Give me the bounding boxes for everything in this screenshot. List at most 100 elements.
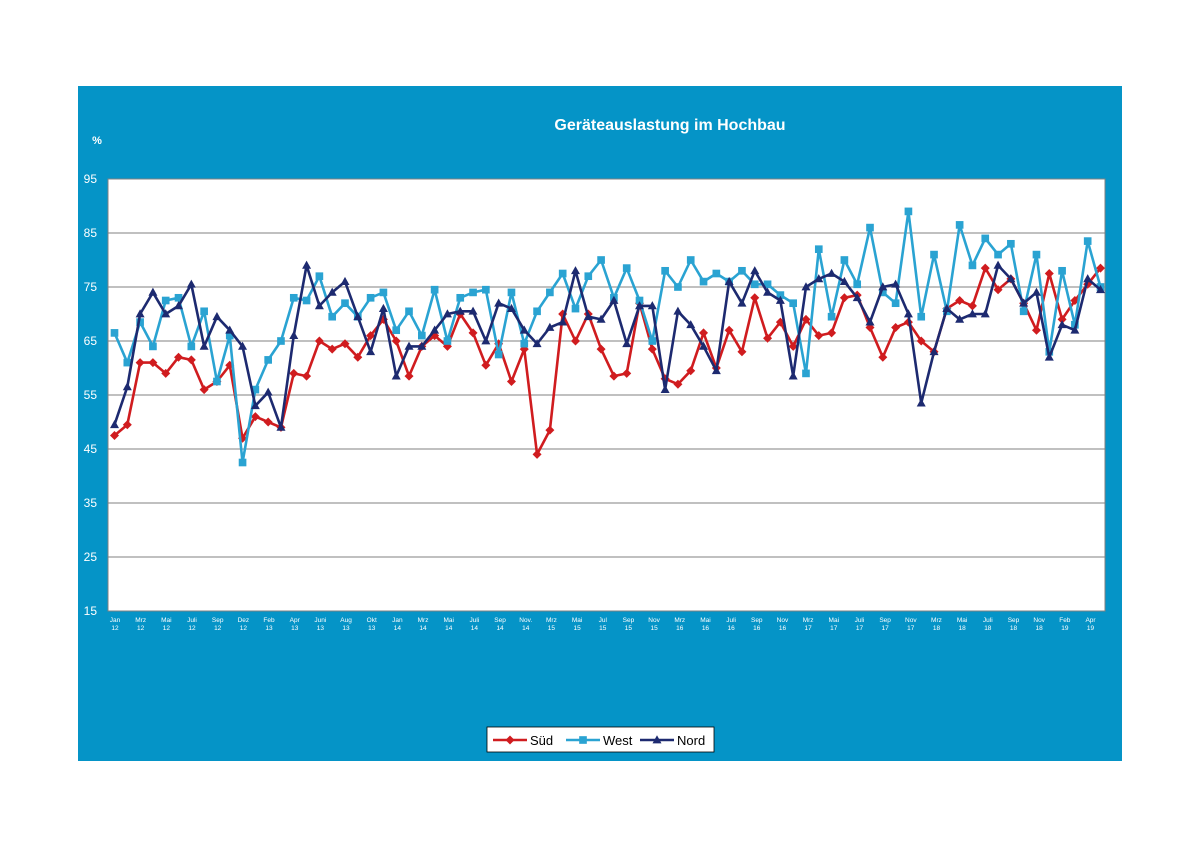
- data-point-west: [750, 280, 759, 289]
- data-point-nord: [110, 419, 119, 429]
- data-point-nord: [711, 365, 721, 375]
- data-point-nord: [609, 295, 619, 304]
- data-point-west: [341, 299, 349, 308]
- x-tick-label: Mrz 18: [931, 617, 942, 632]
- data-point-west: [161, 296, 170, 305]
- data-point-s-d: [340, 339, 350, 349]
- x-tick-label: Nov 17: [905, 617, 917, 632]
- data-point-nord: [647, 301, 657, 310]
- data-point-west: [392, 326, 401, 335]
- data-point-west: [136, 318, 144, 326]
- legend-label-nord: Nord: [677, 733, 705, 748]
- data-point-nord: [263, 387, 273, 396]
- data-point-nord: [135, 309, 145, 318]
- data-point-west: [289, 293, 298, 302]
- data-point-nord: [903, 309, 913, 318]
- data-point-s-d: [289, 368, 299, 378]
- x-tick-label: Juli 16: [726, 617, 736, 632]
- x-tick-label: Sep 15: [623, 617, 635, 632]
- data-point-west: [379, 288, 388, 297]
- data-point-nord: [929, 347, 939, 356]
- x-tick-label: Mai 16: [700, 617, 710, 632]
- x-tick-label: Mai 17: [829, 617, 839, 632]
- data-point-nord: [1057, 320, 1067, 329]
- data-point-s-d: [891, 323, 901, 332]
- x-tick-label: Mrz 12: [135, 617, 146, 632]
- data-point-west: [622, 264, 631, 272]
- x-tick-label: Sep 17: [879, 617, 891, 632]
- data-point-s-d: [135, 358, 145, 368]
- data-point-nord: [250, 401, 260, 410]
- y-tick-label: 95: [84, 172, 98, 186]
- data-point-west: [891, 299, 900, 308]
- data-point-nord: [814, 274, 824, 283]
- data-point-nord: [1070, 325, 1080, 334]
- x-tick-label: Mrz 16: [674, 617, 685, 632]
- data-point-nord: [852, 293, 862, 302]
- data-point-nord: [378, 303, 388, 312]
- data-point-s-d: [532, 449, 542, 459]
- data-point-west: [187, 342, 196, 351]
- data-point-s-d: [186, 355, 196, 365]
- data-point-s-d: [763, 333, 773, 343]
- data-point-west: [405, 307, 413, 316]
- series-nord: [110, 260, 1105, 431]
- data-point-s-d: [686, 366, 696, 376]
- x-tick-label: Nov 15: [648, 617, 660, 632]
- data-point-s-d: [250, 412, 260, 422]
- data-point-nord: [494, 298, 504, 307]
- data-point-west: [469, 288, 477, 297]
- data-point-nord: [327, 287, 337, 296]
- data-point-nord: [506, 303, 516, 312]
- data-point-west: [315, 272, 324, 281]
- x-tick-label: Mrz 14: [418, 617, 429, 632]
- data-point-s-d: [353, 352, 363, 362]
- data-point-west: [1032, 250, 1041, 259]
- data-point-nord: [558, 317, 568, 326]
- data-point-s-d: [839, 293, 849, 303]
- data-point-west: [584, 272, 593, 281]
- data-point-nord: [827, 268, 837, 277]
- data-point-nord: [750, 266, 760, 275]
- data-point-s-d: [366, 331, 376, 341]
- data-point-west: [827, 312, 836, 321]
- data-point-s-d: [967, 301, 977, 311]
- data-point-s-d: [609, 371, 619, 381]
- data-point-s-d: [327, 344, 337, 354]
- data-point-nord: [468, 306, 478, 315]
- data-point-west: [366, 293, 375, 302]
- data-point-nord: [276, 422, 286, 431]
- data-point-west: [738, 266, 746, 275]
- data-point-s-d: [174, 352, 184, 362]
- data-point-nord: [660, 384, 670, 393]
- data-point-west: [110, 329, 119, 337]
- x-tick-label: Nov 18: [1033, 617, 1045, 632]
- x-tick-label: Jan 12: [110, 617, 121, 632]
- x-tick-label: Mai 12: [161, 617, 171, 632]
- data-point-west: [482, 285, 490, 294]
- data-point-west: [776, 291, 785, 299]
- data-point-nord: [967, 309, 977, 318]
- data-point-nord: [238, 341, 248, 350]
- data-point-west: [994, 250, 1002, 259]
- data-point-s-d: [878, 352, 888, 362]
- data-point-nord: [1019, 298, 1029, 307]
- data-point-nord: [174, 301, 184, 310]
- data-point-s-d: [699, 328, 709, 338]
- data-point-nord: [596, 314, 606, 323]
- y-tick-label: 75: [84, 280, 98, 294]
- y-tick-label: 25: [84, 550, 98, 564]
- data-point-west: [968, 261, 977, 270]
- data-point-west: [917, 312, 926, 321]
- data-point-s-d: [737, 347, 747, 357]
- data-point-nord: [878, 282, 888, 291]
- series-line-nord: [113, 264, 1102, 429]
- data-point-west: [930, 250, 938, 259]
- gridlines: [108, 232, 1105, 558]
- legend: Süd West Nord: [486, 726, 715, 753]
- data-point-nord: [955, 314, 965, 323]
- data-point-nord: [583, 311, 593, 321]
- data-point-nord: [1083, 274, 1093, 283]
- data-point-west: [955, 221, 964, 229]
- data-point-s-d: [110, 431, 119, 440]
